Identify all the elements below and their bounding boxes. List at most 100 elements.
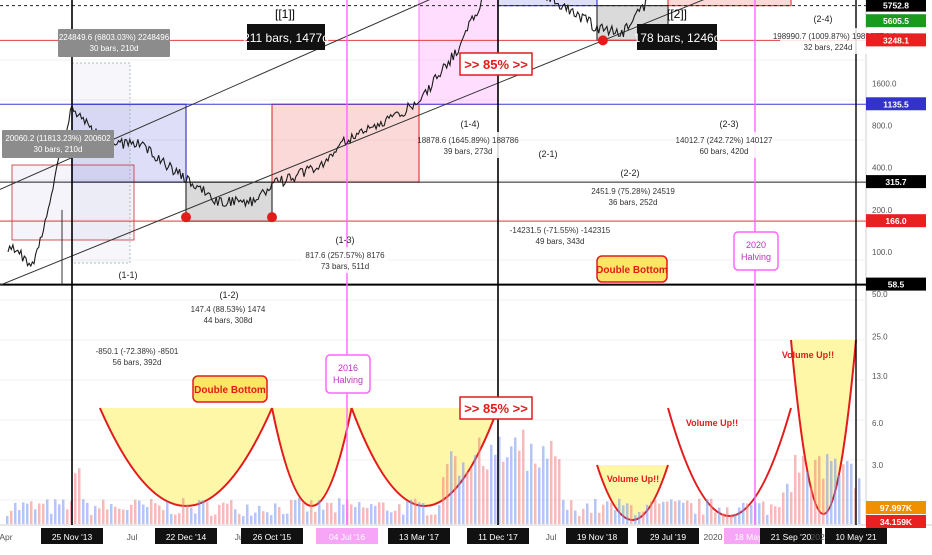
date-label-bg — [637, 528, 699, 544]
double-bottom-marker — [181, 212, 191, 223]
volume-bar — [510, 446, 513, 524]
volume-bar — [430, 514, 433, 524]
volume-bar — [302, 502, 305, 524]
volume-bar — [582, 508, 585, 524]
price-line-history — [7, 0, 647, 268]
price-marker — [866, 277, 926, 291]
measure-1-1-text-1: 56 bars, 392d — [113, 358, 162, 367]
volume-bar — [738, 507, 741, 524]
date-label: 25 Nov '13 — [52, 532, 93, 542]
date-label: 13 Mar '17 — [399, 532, 439, 542]
volume-bar — [566, 509, 569, 524]
measure-2-1-bg — [505, 222, 615, 248]
volume-bar — [214, 514, 217, 524]
volume-bar — [786, 483, 789, 524]
volume-bar — [174, 514, 177, 524]
halving-2016-text-1: Halving — [333, 375, 363, 385]
volume-bar — [646, 504, 649, 524]
volume-bar — [402, 514, 405, 524]
percent-banner-1 — [459, 52, 533, 76]
volume-bar — [238, 513, 241, 524]
volume-bar — [350, 504, 353, 524]
volume-bar — [478, 437, 481, 524]
volume-bar — [134, 499, 137, 524]
volume-bar — [98, 508, 101, 524]
volume-bar — [226, 503, 229, 524]
volume-bar — [770, 504, 773, 524]
volume-bar — [14, 502, 17, 524]
volume-bar — [326, 502, 329, 524]
price-marker — [866, 214, 926, 228]
date-label: 21 Sep '20 — [771, 532, 812, 542]
volume-bar — [46, 499, 49, 524]
volume-bar — [422, 502, 425, 524]
date-label: Jul — [235, 532, 246, 542]
cycle-1-title: [[1]] — [275, 7, 295, 21]
volume-bar — [342, 504, 345, 524]
volume-bar — [50, 513, 53, 524]
date-label: 2020 — [704, 532, 723, 542]
price-tick: 25.0 — [872, 332, 888, 341]
date-label-bg — [388, 528, 450, 544]
price-axis[interactable] — [866, 0, 932, 525]
channel-lower — [0, 0, 705, 286]
volume-bar — [506, 457, 509, 524]
halving-2020-text-1: Halving — [741, 252, 771, 262]
volume-bar — [182, 498, 185, 524]
volume-bar — [730, 515, 733, 524]
halving-2016-box — [325, 354, 371, 394]
measure-2-2-text-0: 2451.9 (75.28%) 24519 — [591, 187, 675, 196]
volume-bar — [166, 501, 169, 524]
volume-bar — [94, 505, 97, 524]
price-tick: 100.0 — [872, 248, 893, 257]
volume-bar — [674, 501, 677, 524]
measure-box-a — [71, 62, 131, 264]
volume-bar — [390, 512, 393, 524]
phase-label-7: (2-4) — [813, 14, 832, 24]
volume-bar — [530, 443, 533, 524]
measure-2-3-text-0: 14012.7 (242.72%) 140127 — [676, 136, 774, 145]
cycle-1-box — [247, 24, 325, 50]
volume-bar — [518, 450, 521, 524]
volume-bar — [466, 471, 469, 524]
volume-bar — [598, 512, 601, 524]
price-marker — [866, 14, 926, 28]
volume-bar — [570, 500, 573, 524]
volume-bar — [398, 504, 401, 524]
measure-1-3-text-0: 817.6 (257.57%) 8176 — [305, 251, 385, 260]
price-tick: 3.0 — [872, 461, 884, 470]
phase-box-1-2 — [185, 181, 273, 222]
volume-bar — [850, 463, 853, 524]
volume-bar — [366, 507, 369, 524]
volume-bar — [130, 504, 133, 524]
volume-bar — [834, 458, 837, 524]
volume-bar — [38, 503, 41, 524]
date-label-bg — [467, 528, 529, 544]
volume-bar — [818, 456, 821, 524]
volume-bar — [354, 507, 357, 524]
volume-bar — [310, 500, 313, 524]
volume-bar — [586, 503, 589, 524]
cycle-2-detail: 178 bars, 1246d — [634, 31, 721, 45]
volume-bar — [10, 510, 13, 524]
volume-bar — [82, 499, 85, 524]
volume-bar — [578, 515, 581, 524]
volume-bar — [858, 478, 861, 524]
volume-bar — [262, 511, 265, 524]
date-label-bg — [566, 528, 628, 544]
volume-bar — [734, 514, 737, 524]
price-marker — [866, 501, 926, 514]
volume-bar — [330, 502, 333, 524]
price-marker — [866, 515, 926, 528]
volume-bar — [658, 503, 661, 524]
volume-bar — [750, 504, 753, 524]
volume-bar — [438, 505, 441, 524]
volume-bar — [362, 507, 365, 524]
date-label: 22 Dec '14 — [166, 532, 207, 542]
volume-bar — [278, 507, 281, 524]
measure-2-4-text-0: 198990.7 (1009.87%) 1989907 — [773, 32, 884, 41]
volume-bar — [830, 461, 833, 524]
price-marker-label: 166.0 — [885, 216, 907, 226]
volume-bar — [158, 505, 161, 524]
